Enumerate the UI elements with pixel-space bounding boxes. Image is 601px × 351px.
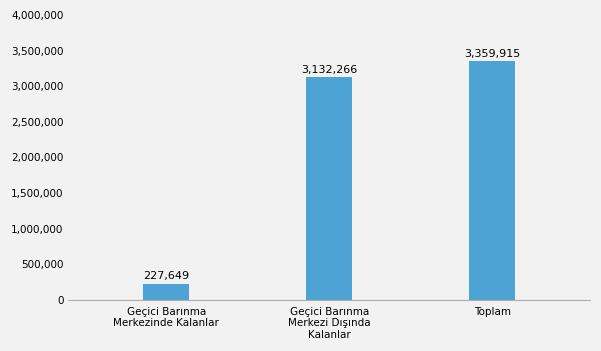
Text: 227,649: 227,649 — [143, 271, 189, 282]
Text: 3,132,266: 3,132,266 — [301, 65, 358, 75]
Text: 3,359,915: 3,359,915 — [464, 48, 520, 59]
Bar — [307, 77, 352, 300]
Bar — [469, 61, 515, 300]
Bar — [144, 284, 189, 300]
